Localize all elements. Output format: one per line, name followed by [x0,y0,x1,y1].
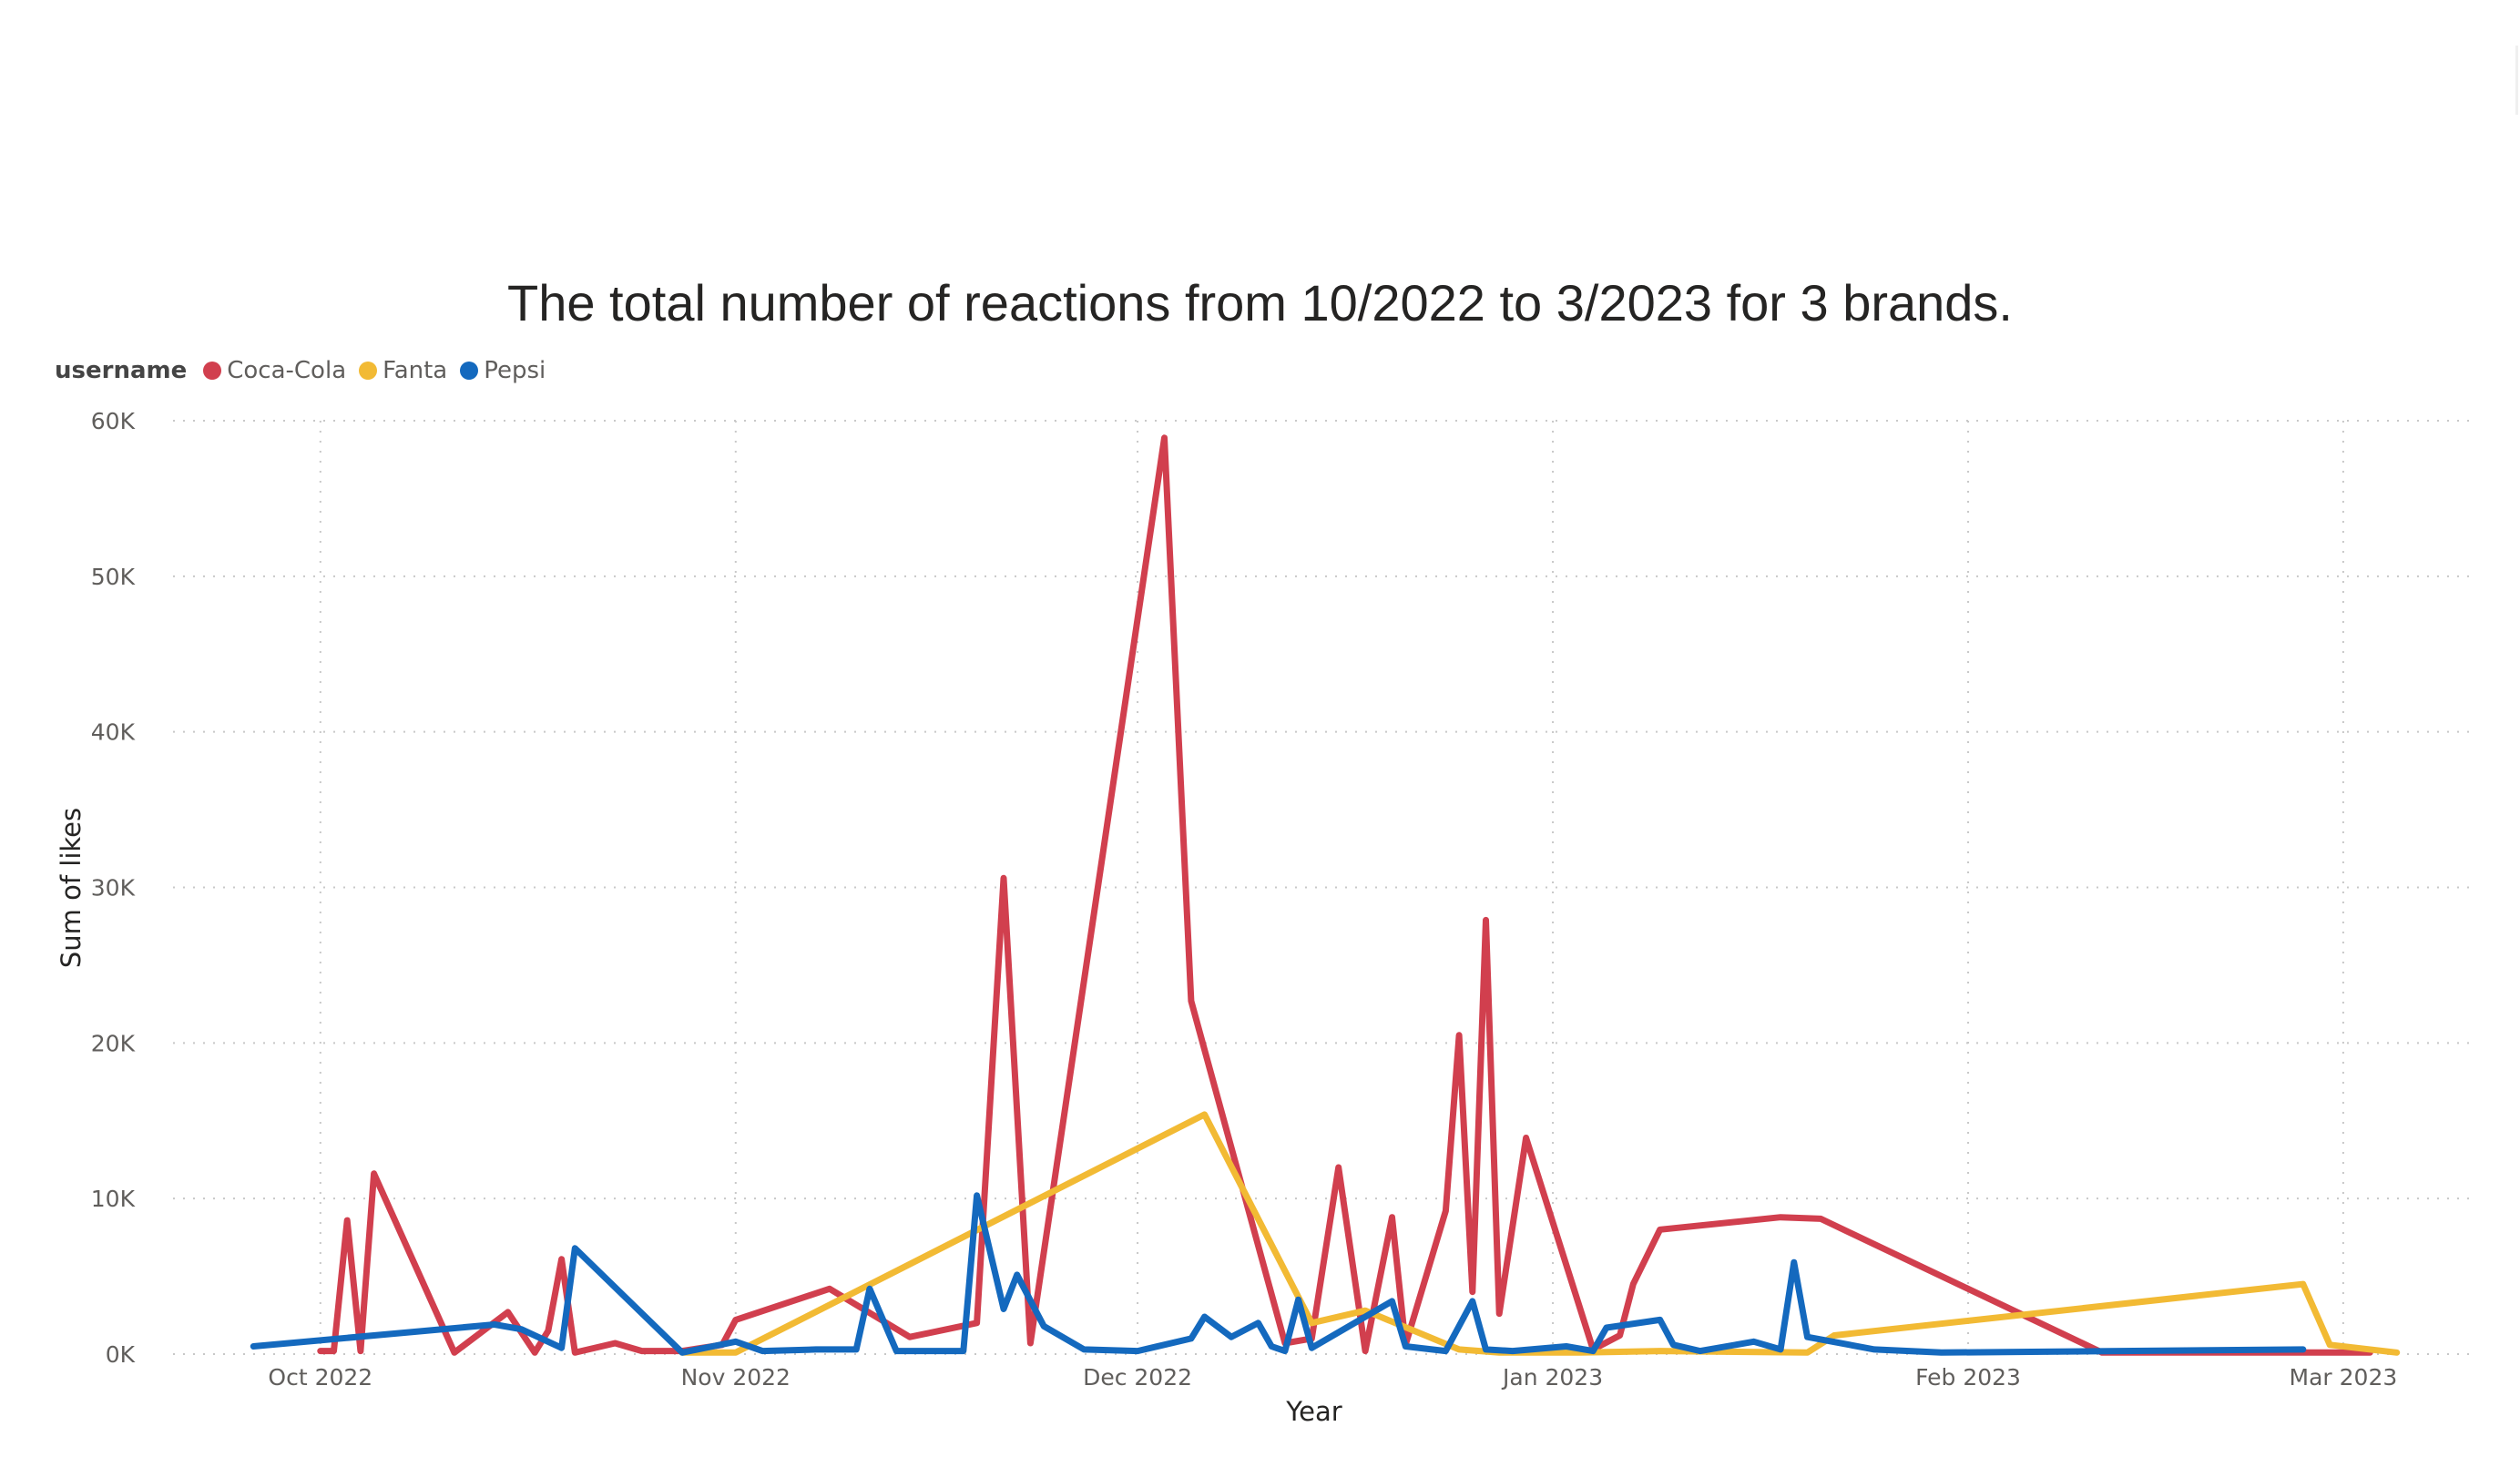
legend-item-2[interactable]: Pepsi [460,357,546,384]
legend-swatch-1 [359,362,378,380]
x-axis-title: Year [1285,1396,1342,1427]
legend: username Coca-Cola Fanta Pepsi [55,357,558,384]
legend-label-2: Pepsi [484,357,546,384]
y-tick-label-3: 30K [91,875,136,902]
x-tick-label-2: Dec 2022 [1083,1364,1192,1391]
axis-layer: 0K 10K 20K 30K 40K 50K 60K Oct 2022 Nov 2022 Dec … [91,408,2398,1391]
legend-swatch-2 [460,362,479,380]
legend-title: username [55,357,188,384]
chart-title: The total number of reactions from 10/20… [507,274,2013,331]
x-tick-label-3: Jan 2023 [1501,1364,1603,1391]
legend-label-0: Coca-Cola [227,357,347,384]
legend-item-0[interactable]: Coca-Cola [203,357,346,384]
x-tick-label-0: Oct 2022 [268,1364,372,1391]
grid-layer [173,420,2477,1355]
x-tick-label-4: Feb 2023 [1915,1364,2021,1391]
series-layer [250,434,2401,1356]
y-tick-label-2: 20K [91,1030,136,1056]
y-tick-label-0: 0K [106,1341,136,1368]
y-tick-label-4: 40K [91,719,136,746]
legend-item-1[interactable]: Fanta [359,357,447,384]
series-line-coca-cola[interactable] [317,434,2373,1356]
y-tick-label-6: 60K [91,408,136,434]
x-tick-label-5: Mar 2023 [2290,1364,2398,1391]
series-line-fanta[interactable] [678,1111,2401,1356]
x-tick-label-1: Nov 2022 [681,1364,791,1391]
y-axis-title: Sum of likes [56,808,87,968]
y-tick-label-5: 50K [91,564,136,590]
scrollbar[interactable] [2515,46,2518,115]
y-tick-label-1: 10K [91,1186,136,1212]
legend-label-1: Fanta [383,357,448,384]
legend-swatch-0 [203,362,222,380]
series-line-pepsi[interactable] [250,1192,2307,1356]
